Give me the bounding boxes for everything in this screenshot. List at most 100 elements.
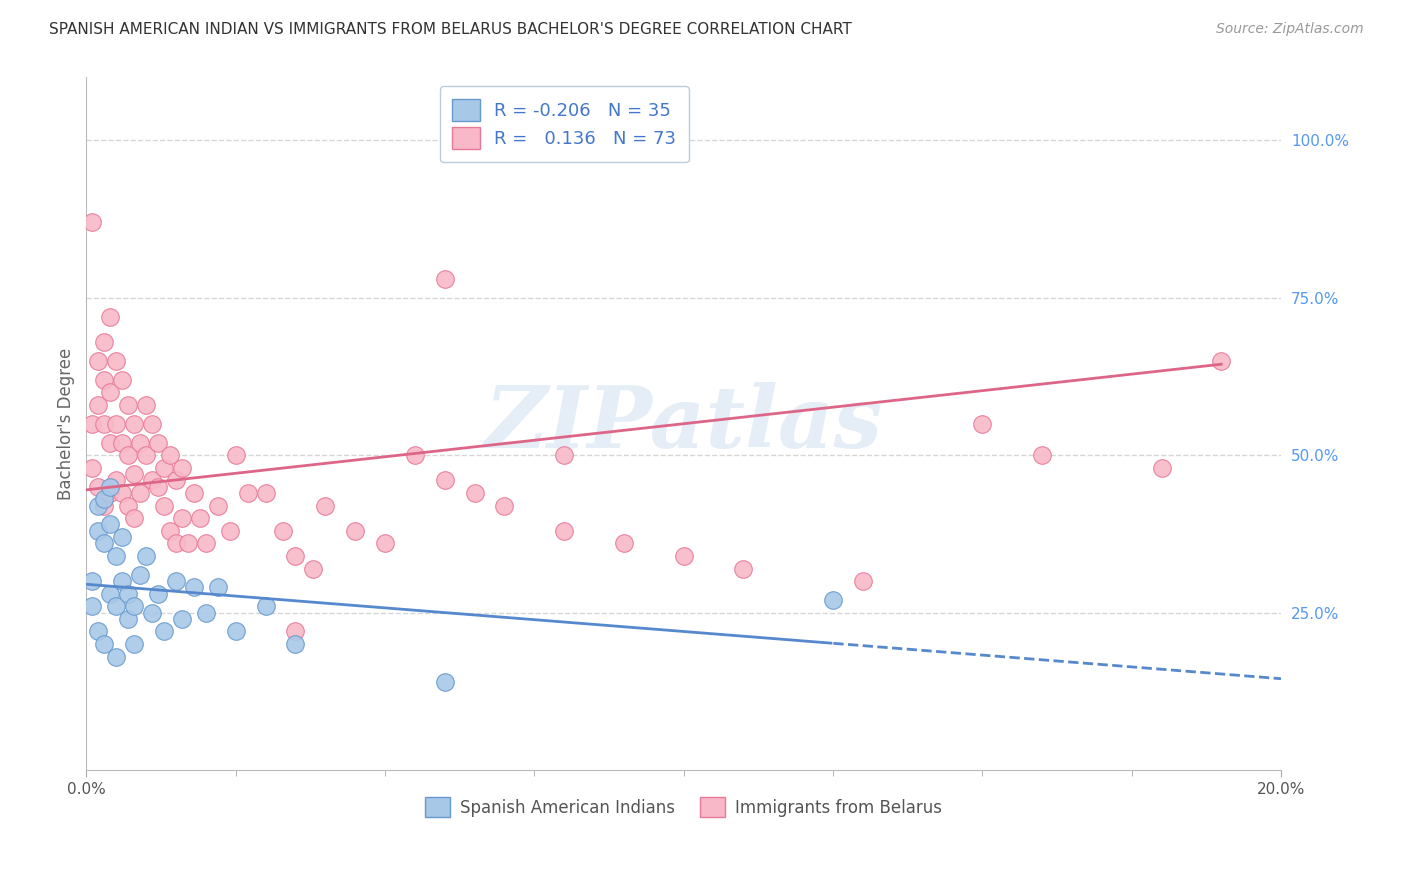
Point [87,398,110,412]
Point [117,499,139,513]
Point [177,536,200,550]
Point [284,624,307,639]
Point [111,373,134,387]
Point [404,448,426,462]
Point [111,574,134,588]
Point [135,549,157,563]
Point [553,448,575,462]
Point [165,536,187,550]
Point [153,624,176,639]
Point [225,624,247,639]
Point [98,486,121,500]
Point [225,448,247,462]
Point [82,215,104,229]
Point [1211,353,1233,368]
Point [1031,448,1053,462]
Point [129,486,152,500]
Point [129,435,152,450]
Point [146,587,169,601]
Y-axis label: Bachelor's Degree: Bachelor's Degree [58,348,75,500]
Point [207,581,229,595]
Point [98,517,121,532]
Point [218,524,240,538]
Point [433,272,456,286]
Point [111,486,134,500]
Point [183,486,205,500]
Point [122,467,145,481]
Point [82,574,104,588]
Point [129,567,152,582]
Point [284,637,307,651]
Point [141,417,163,431]
Point [314,499,336,513]
Point [433,474,456,488]
Point [87,480,110,494]
Point [1150,460,1173,475]
Point [852,574,875,588]
Point [122,637,145,651]
Point [93,637,115,651]
Point [93,334,115,349]
Point [159,524,181,538]
Point [821,593,844,607]
Point [733,561,755,575]
Text: SPANISH AMERICAN INDIAN VS IMMIGRANTS FROM BELARUS BACHELOR'S DEGREE CORRELATION: SPANISH AMERICAN INDIAN VS IMMIGRANTS FR… [49,22,852,37]
Point [165,574,187,588]
Point [433,674,456,689]
Point [165,474,187,488]
Point [553,524,575,538]
Point [236,486,259,500]
Text: Source: ZipAtlas.com: Source: ZipAtlas.com [1216,22,1364,37]
Point [117,587,139,601]
Point [117,448,139,462]
Point [273,524,295,538]
Point [254,599,277,614]
Point [105,649,128,664]
Point [122,599,145,614]
Point [135,448,157,462]
Point [105,353,128,368]
Point [122,511,145,525]
Point [284,549,307,563]
Point [93,373,115,387]
Point [93,536,115,550]
Point [82,460,104,475]
Point [183,581,205,595]
Point [87,499,110,513]
Text: ZIPatlas: ZIPatlas [485,382,883,466]
Point [87,524,110,538]
Point [972,417,994,431]
Point [188,511,211,525]
Point [153,460,176,475]
Point [105,549,128,563]
Point [117,612,139,626]
Point [122,417,145,431]
Point [170,460,193,475]
Point [117,398,139,412]
Point [93,492,115,507]
Point [82,599,104,614]
Point [111,530,134,544]
Point [146,435,169,450]
Point [141,474,163,488]
Point [153,499,176,513]
Point [494,499,516,513]
Point [87,353,110,368]
Legend: Spanish American Indians, Immigrants from Belarus: Spanish American Indians, Immigrants fro… [419,790,949,824]
Point [98,480,121,494]
Point [98,310,121,324]
Point [93,417,115,431]
Point [105,474,128,488]
Point [159,448,181,462]
Point [98,587,121,601]
Point [135,398,157,412]
Point [194,606,217,620]
Point [98,435,121,450]
Point [105,417,128,431]
Point [111,435,134,450]
Point [82,417,104,431]
Point [141,606,163,620]
Point [170,612,193,626]
Point [672,549,695,563]
Point [170,511,193,525]
